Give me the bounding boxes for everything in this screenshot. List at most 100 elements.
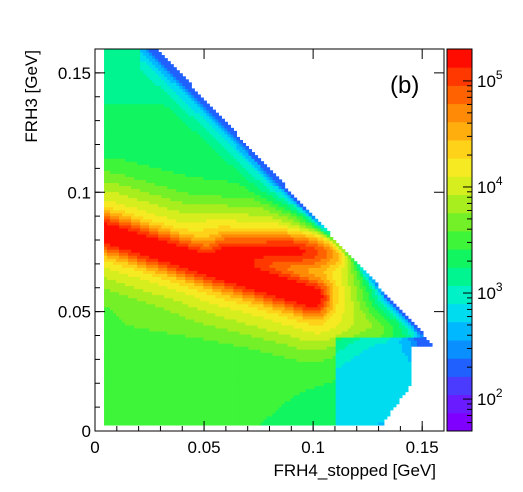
heatmap-cell (224, 294, 228, 299)
heatmap-cell (158, 270, 162, 274)
heatmap-cell (122, 340, 126, 344)
heatmap-cell (191, 306, 195, 311)
heatmap-cell (167, 337, 171, 341)
heatmap-cell (113, 218, 117, 223)
heatmap-cell (137, 282, 141, 287)
heatmap-cell (110, 49, 114, 53)
heatmap-cell (191, 164, 195, 168)
heatmap-cell (143, 349, 147, 353)
heatmap-cell (158, 373, 162, 378)
heatmap-cell (155, 400, 159, 405)
heatmap-cell (209, 197, 213, 202)
heatmap-cell (209, 255, 213, 259)
heatmap-cell (113, 67, 117, 71)
heatmap-cell (137, 94, 141, 99)
heatmap-cell (104, 394, 108, 399)
heatmap-cell (113, 161, 117, 165)
heatmap-cell (146, 255, 150, 259)
heatmap-cell (119, 373, 123, 378)
heatmap-cell (149, 330, 153, 335)
heatmap-cell (203, 324, 207, 329)
heatmap-cell (173, 155, 177, 159)
heatmap-cell (140, 176, 144, 180)
heatmap-cell (161, 246, 165, 250)
heatmap-cell (143, 70, 147, 74)
heatmap-cell (230, 146, 234, 150)
heatmap-cell (164, 167, 168, 171)
heatmap-cell (170, 127, 174, 132)
heatmap-cell (122, 194, 126, 199)
heatmap-cell (209, 279, 213, 284)
heatmap-cell (164, 121, 168, 126)
heatmap-cell (122, 115, 126, 120)
heatmap-cell (104, 70, 108, 74)
heatmap-cell (119, 179, 123, 183)
heatmap-cell (224, 139, 228, 144)
heatmap-cell (119, 415, 123, 420)
heatmap-cell (155, 209, 159, 214)
heatmap-cell (113, 379, 117, 384)
heatmap-cell (119, 276, 123, 281)
heatmap-cell (140, 76, 144, 80)
heatmap-cell (158, 358, 162, 362)
heatmap-cell (197, 364, 201, 368)
heatmap-cell (116, 94, 120, 99)
heatmap-cell (197, 188, 201, 193)
heatmap-cell (155, 167, 159, 171)
heatmap-cell (185, 118, 189, 123)
heatmap-cell (149, 285, 153, 290)
heatmap-cell (161, 227, 165, 232)
heatmap-cell (143, 194, 147, 199)
heatmap-cell (104, 288, 108, 293)
heatmap-cell (158, 124, 162, 129)
heatmap-cell (137, 73, 141, 77)
heatmap-cell (206, 303, 210, 308)
heatmap-cell (212, 367, 216, 371)
heatmap-cell (197, 321, 201, 326)
heatmap-cell (215, 227, 219, 232)
heatmap-cell (185, 294, 189, 299)
heatmap-cell (185, 355, 189, 359)
heatmap-cell (197, 130, 201, 135)
heatmap-cell (149, 240, 153, 244)
heatmap-cell (197, 203, 201, 208)
heatmap-cell (167, 300, 171, 305)
heatmap-cell (188, 209, 192, 214)
heatmap-cell (146, 236, 150, 241)
heatmap-cell (188, 315, 192, 320)
heatmap-cell (104, 285, 108, 290)
heatmap-cell (158, 79, 162, 83)
heatmap-cell (191, 349, 195, 353)
heatmap-cell (122, 146, 126, 150)
heatmap-cell (179, 361, 183, 365)
heatmap-cell (191, 209, 195, 214)
heatmap-cell (143, 415, 147, 420)
heatmap-cell (185, 194, 189, 199)
heatmap-cell (107, 70, 111, 74)
heatmap-cell (119, 343, 123, 347)
heatmap-cell (215, 121, 219, 126)
heatmap-cell (128, 291, 132, 296)
heatmap-cell (143, 315, 147, 320)
heatmap-cell (140, 121, 144, 126)
heatmap-cell (122, 337, 126, 341)
heatmap-cell (167, 124, 171, 129)
heatmap-cell (134, 179, 138, 183)
heatmap-cell (191, 315, 195, 320)
heatmap-cell (122, 246, 126, 250)
heatmap-cell (119, 330, 123, 335)
heatmap-cell (116, 379, 120, 384)
heatmap-cell (212, 118, 216, 123)
heatmap-cell (164, 112, 168, 117)
heatmap-cell (137, 221, 141, 226)
heatmap-cell (197, 264, 201, 268)
heatmap-cell (107, 388, 111, 393)
heatmap-cell (155, 70, 159, 74)
heatmap-cell (140, 230, 144, 235)
heatmap-cell (197, 109, 201, 114)
heatmap-cell (179, 161, 183, 165)
heatmap-cell (203, 288, 207, 293)
heatmap-cell (215, 130, 219, 135)
heatmap-cell (125, 61, 129, 65)
heatmap-cell (191, 227, 195, 232)
